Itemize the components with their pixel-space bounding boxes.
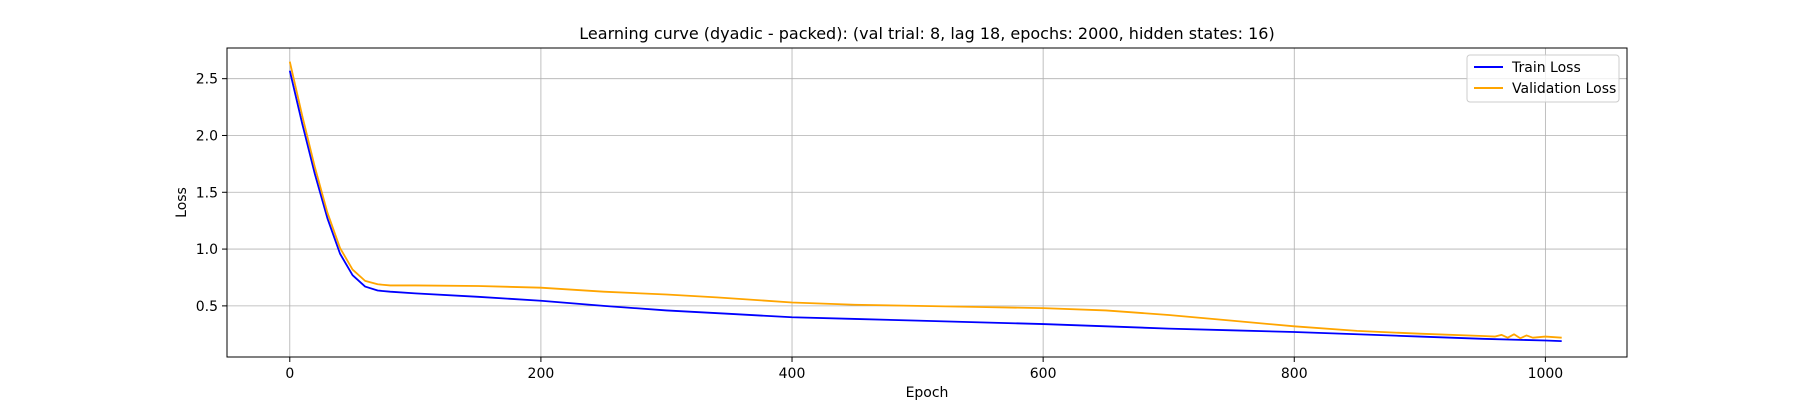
legend: Train Loss Validation Loss (1466, 54, 1620, 103)
legend-label-val: Validation Loss (1512, 81, 1616, 97)
y-tick-label: 2.5 (196, 72, 218, 88)
train-loss-line (288, 70, 1562, 342)
x-axis-label: Epoch (906, 385, 949, 400)
x-tick-label: 1000 (1528, 366, 1564, 382)
y-axis-label: Loss (174, 187, 190, 218)
grid-layer (227, 48, 1627, 357)
plot-frame (226, 47, 1628, 358)
series-layer (288, 61, 1562, 342)
x-tick-label: 200 (528, 366, 555, 382)
y-tick-label: 1.5 (196, 185, 218, 201)
x-tick-label: 400 (779, 366, 806, 382)
legend-label-train: Train Loss (1511, 60, 1581, 76)
y-tick-label: 1.0 (196, 242, 218, 258)
x-tick-label: 800 (1281, 366, 1308, 382)
x-tick-label: 600 (1030, 366, 1057, 382)
y-tick-label: 2.0 (196, 128, 218, 144)
y-tick-label: 0.5 (196, 299, 218, 315)
legend-box (1466, 54, 1620, 103)
tick-layer: 0 200 400 600 800 1000 0.5 1.0 1.5 2.0 2.5 (196, 72, 1563, 382)
x-tick-label: 0 (285, 366, 294, 382)
chart-title: Learning curve (dyadic - packed): (val t… (579, 24, 1274, 43)
validation-loss-line (288, 61, 1562, 340)
